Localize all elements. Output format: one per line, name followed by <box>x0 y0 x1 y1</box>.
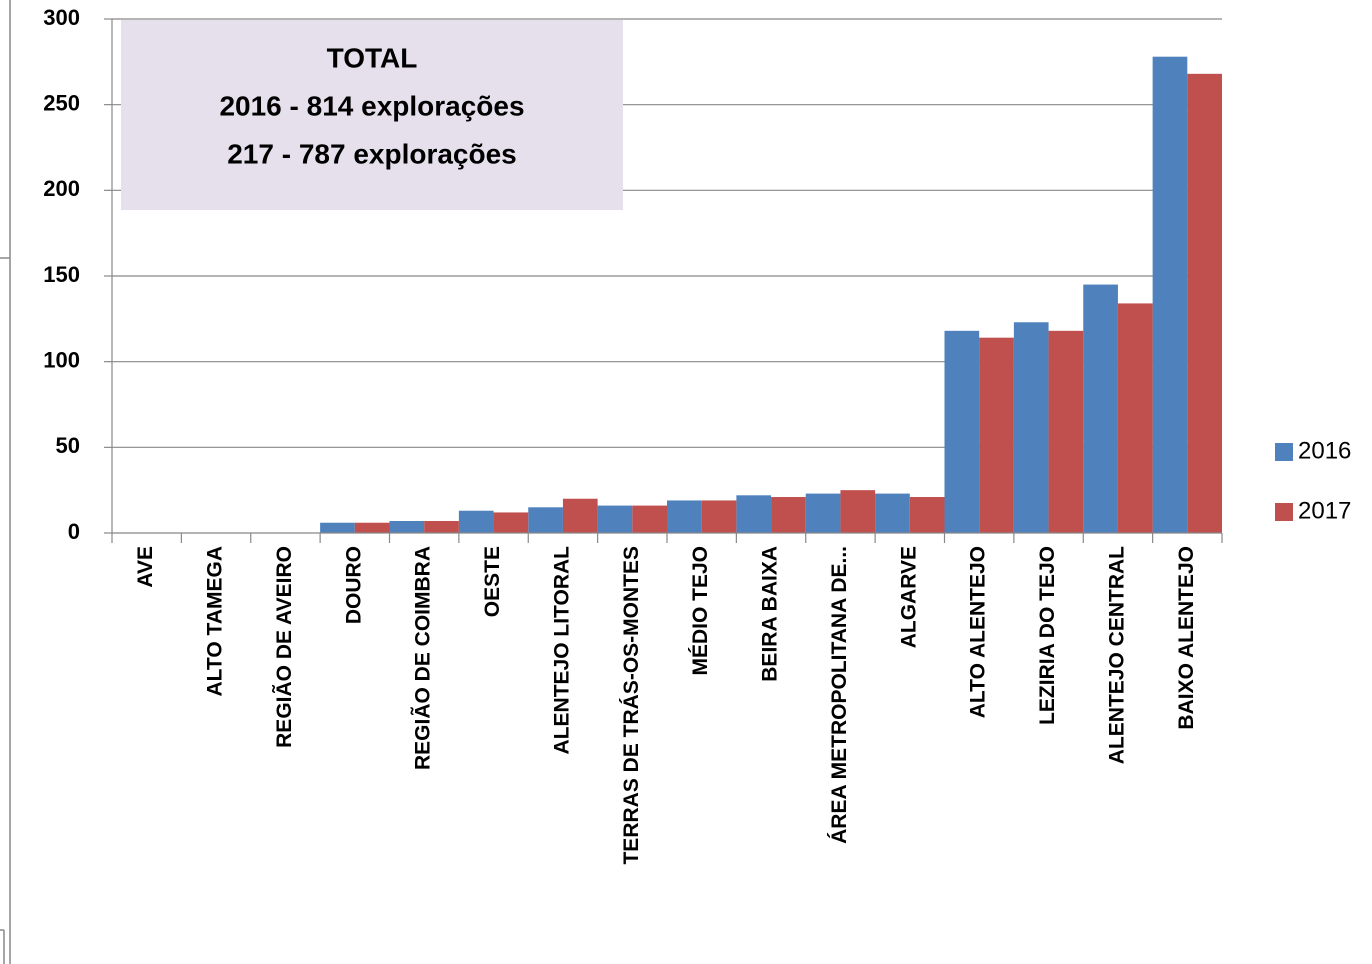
y-tick-label: 250 <box>43 90 80 115</box>
x-tick-label: TERRAS DE TRÁS-OS-MONTES <box>620 546 643 865</box>
bar <box>1152 56 1188 534</box>
annotation-box <box>121 20 623 210</box>
x-tick-label: REGIÃO DE COIMBRA <box>412 546 435 770</box>
bar <box>458 510 494 533</box>
legend-swatch <box>1275 503 1293 521</box>
y-tick-label: 150 <box>43 262 80 287</box>
x-tick-label: ALTO TAMEGA <box>204 546 227 697</box>
x-tick-label: ALTO ALENTEJO <box>967 546 990 718</box>
bar <box>493 512 529 533</box>
legend-label: 2017 <box>1298 497 1351 524</box>
x-tick-label: BEIRA BAIXA <box>759 546 782 682</box>
x-tick-label: ÁREA METROPOLITANA DE... <box>828 546 851 844</box>
y-tick-label: 100 <box>43 347 80 372</box>
legend-label: 2016 <box>1298 437 1351 464</box>
bar <box>389 521 425 533</box>
y-tick-label: 300 <box>43 5 80 30</box>
bar <box>701 500 737 533</box>
bar <box>736 495 772 533</box>
bar <box>979 337 1014 533</box>
y-tick-label: 50 <box>56 433 80 458</box>
bar <box>597 505 633 533</box>
x-tick-label: AVE <box>134 546 157 588</box>
bar <box>1187 73 1222 534</box>
x-tick-label: ALENTEJO CENTRAL <box>1105 546 1128 764</box>
bar <box>354 522 390 533</box>
x-tick-label: REGIÃO DE AVEIRO <box>273 546 296 748</box>
bar <box>771 497 806 533</box>
bar <box>1048 330 1084 533</box>
bar <box>528 507 563 533</box>
legend-swatch <box>1275 443 1293 461</box>
bar <box>424 521 459 533</box>
x-tick-label: ALGARVE <box>897 546 920 648</box>
bar <box>562 498 598 533</box>
bar <box>944 330 980 533</box>
x-tick-label: OESTE <box>481 546 504 617</box>
y-tick-label: 0 <box>68 519 80 544</box>
annotation-text: 217 - 787 explorações <box>227 138 517 169</box>
bar <box>320 522 355 533</box>
bar <box>632 505 667 533</box>
bar <box>1083 284 1118 533</box>
y-tick-label: 200 <box>43 176 80 201</box>
bar <box>875 493 910 533</box>
x-tick-label: LEZIRIA DO TEJO <box>1036 546 1059 725</box>
bar <box>1117 303 1153 533</box>
annotation-text: TOTAL <box>327 42 418 73</box>
bar <box>667 500 702 533</box>
bar <box>840 490 876 533</box>
bar <box>805 493 841 533</box>
bar <box>1013 322 1049 533</box>
x-tick-label: ALENTEJO LITORAL <box>550 546 573 755</box>
x-tick-label: DOURO <box>342 546 365 624</box>
x-tick-label: BAIXO ALENTEJO <box>1175 546 1198 730</box>
annotation-text: 2016 - 814 explorações <box>219 90 524 121</box>
bar <box>909 497 945 533</box>
x-tick-label: MÉDIO TEJO <box>689 546 712 676</box>
